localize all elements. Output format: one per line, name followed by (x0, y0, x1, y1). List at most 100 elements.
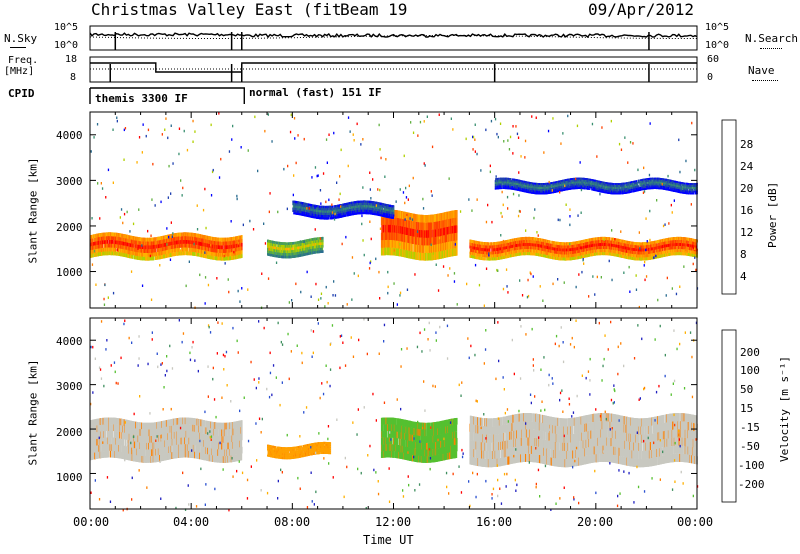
echo-cell (276, 254, 278, 258)
echo-cell (212, 236, 214, 241)
echo-cell (227, 249, 229, 253)
echo-cell (160, 255, 163, 259)
echo-cell (425, 253, 427, 261)
echo-cell (160, 251, 163, 256)
echo-cell (212, 240, 214, 245)
echo-cell (159, 247, 161, 252)
echo-cell (195, 244, 197, 249)
echo-cell (240, 239, 242, 243)
echo-cell (117, 248, 120, 252)
echo-cell (195, 252, 198, 257)
echo-cell (302, 242, 305, 246)
echo-cell (166, 234, 168, 239)
echo-cell (111, 251, 113, 256)
echo-cell (232, 237, 234, 241)
echo-cell (523, 237, 525, 240)
echo-cell (320, 247, 322, 251)
echo-cell (146, 245, 148, 250)
echo-cell (178, 232, 181, 237)
echo-cell (195, 233, 197, 238)
echo-cell (393, 225, 396, 233)
echo-cell (94, 249, 96, 253)
echo-cell (241, 242, 243, 247)
echo-cell (145, 256, 147, 261)
echo-cell (148, 237, 150, 242)
echo-cell (137, 237, 139, 241)
echo-cell (101, 244, 104, 248)
echo-cell (93, 238, 96, 242)
echo-cell (157, 236, 160, 241)
echo-cell (195, 237, 198, 241)
echo-cell (96, 248, 98, 253)
echo-cell (136, 244, 138, 249)
echo-cell (294, 241, 297, 245)
echo-cell (140, 252, 142, 257)
echo-cell (200, 249, 203, 254)
echo-cell (212, 244, 214, 249)
echo-cell (116, 251, 118, 256)
echo-cell (575, 244, 577, 248)
echo-cell (312, 251, 314, 254)
echo-cell (204, 246, 206, 251)
echo-cell (284, 253, 286, 256)
echo-cell (200, 234, 202, 239)
echo-cell (321, 247, 324, 251)
echo-cell (197, 252, 200, 257)
echo-cell (200, 253, 203, 258)
echo-cell (132, 255, 134, 259)
echo-cell (206, 250, 208, 255)
echo-cell (122, 233, 124, 238)
echo-cell (190, 240, 192, 244)
echo-cell (396, 248, 398, 256)
echo-cell (225, 241, 227, 246)
echo-cell (386, 232, 388, 240)
echo-cell (285, 242, 287, 246)
echo-cell (382, 240, 384, 248)
echo-cell (283, 244, 285, 248)
echo-cell (297, 252, 299, 255)
echo-cell (90, 254, 92, 258)
echo-cell (135, 252, 138, 256)
echo-cell (508, 254, 510, 258)
echo-cell (110, 236, 112, 240)
echo-cell (114, 244, 116, 248)
echo-cell (282, 244, 284, 248)
echo-cell (200, 238, 203, 243)
echo-cell (487, 242, 490, 246)
echo-cell (235, 244, 237, 248)
echo-cell (100, 244, 102, 249)
echo-cell (206, 239, 208, 244)
echo-cell (278, 244, 280, 248)
echo-cell (177, 232, 179, 237)
echo-cell (207, 247, 209, 252)
echo-cell (397, 225, 399, 234)
echo-cell (184, 251, 186, 256)
echo-cell (144, 245, 146, 250)
echo-cell (233, 248, 235, 252)
echo-cell (197, 241, 199, 246)
echo-cell (396, 248, 399, 256)
echo-cell (549, 240, 551, 244)
echo-cell (156, 248, 158, 253)
echo-cell (239, 243, 241, 247)
echo-cell (288, 250, 290, 253)
echo-cell (279, 249, 281, 253)
echo-cell (120, 233, 122, 238)
echo-cell (156, 244, 158, 249)
echo-cell (229, 248, 232, 253)
echo-cell (221, 256, 224, 261)
echo-cell (192, 236, 194, 241)
echo-cell (125, 245, 127, 250)
echo-cell (230, 237, 232, 241)
echo-cell (387, 239, 389, 248)
echo-cell (430, 222, 432, 230)
echo-cell (94, 241, 96, 246)
echo-cell (291, 255, 293, 259)
echo-cell (238, 247, 240, 251)
echo-cell (124, 245, 126, 250)
echo-cell (170, 237, 173, 242)
echo-cell (229, 241, 232, 245)
echo-cell (314, 251, 316, 254)
echo-cell (296, 254, 298, 258)
echo-cell (171, 248, 174, 253)
